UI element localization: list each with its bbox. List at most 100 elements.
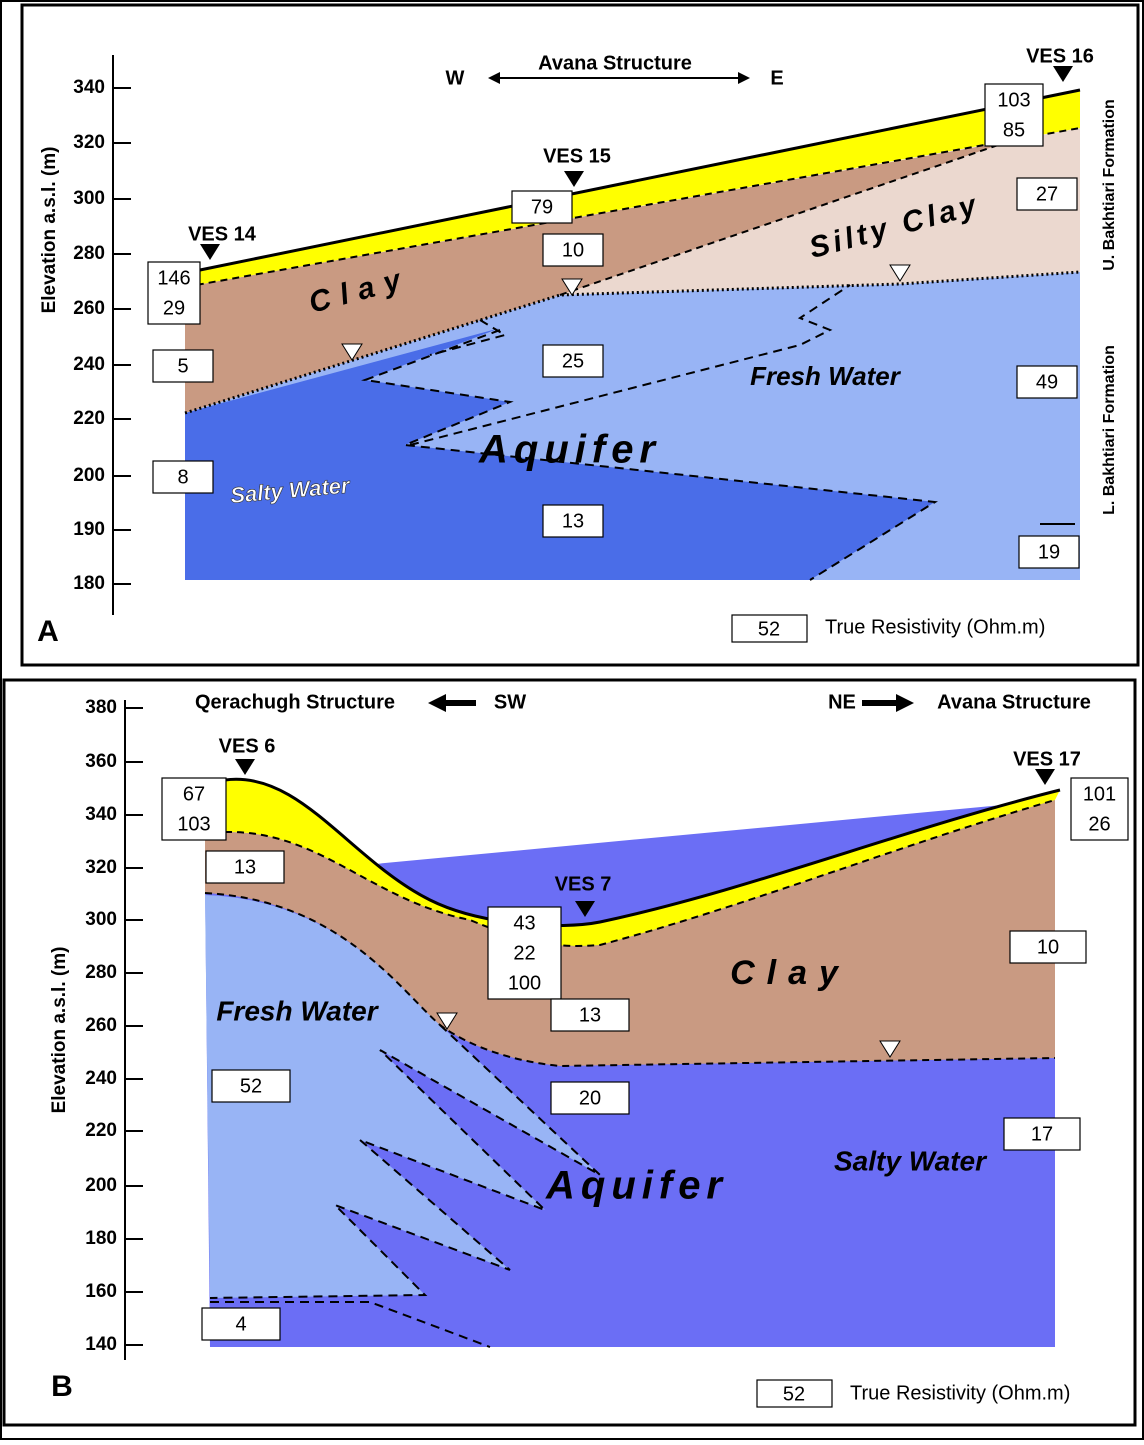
tick-label: 360 bbox=[85, 751, 117, 772]
resistivity-value: 146 bbox=[157, 267, 190, 289]
resistivity-box bbox=[542, 504, 604, 538]
station-marker bbox=[1035, 769, 1055, 785]
resistivity-box bbox=[542, 344, 604, 378]
axis-title: Elevation a.s.l. (m) bbox=[49, 947, 70, 1114]
resistivity-box bbox=[984, 83, 1044, 147]
resistivity-value: 25 bbox=[562, 350, 584, 372]
resistivity-box bbox=[511, 190, 573, 224]
fresh-water-zone bbox=[205, 895, 600, 1298]
resistivity-value: 67 bbox=[183, 783, 205, 805]
panel-frame bbox=[2, 678, 1137, 1427]
tick-label: 280 bbox=[73, 243, 105, 264]
station-label: VES 6 bbox=[219, 735, 276, 757]
clay-zone bbox=[185, 141, 1010, 413]
tick-label: 190 bbox=[73, 519, 105, 540]
unit-label: Fresh Water bbox=[750, 361, 902, 391]
water-level-marker bbox=[889, 264, 911, 282]
resistivity-value: 103 bbox=[997, 89, 1030, 111]
resistivity-box bbox=[1016, 177, 1078, 211]
legend-text: True Resistivity (Ohm.m) bbox=[850, 1382, 1070, 1404]
resistivity-box bbox=[550, 998, 630, 1032]
salty-water-zone bbox=[185, 328, 935, 580]
arrow-head bbox=[488, 72, 500, 84]
formation-label: U. Bakhtiari Formation bbox=[1101, 99, 1118, 271]
tick-label: 320 bbox=[73, 132, 105, 153]
resistivity-box bbox=[1003, 1117, 1081, 1151]
soil-layer bbox=[225, 779, 1060, 946]
direction-label: E bbox=[770, 67, 783, 89]
resistivity-box bbox=[147, 261, 201, 325]
tick-label: 220 bbox=[85, 1120, 117, 1141]
arrow-head bbox=[738, 72, 750, 84]
unit-label: Fresh Water bbox=[216, 995, 379, 1026]
axis-title: Elevation a.s.l. (m) bbox=[39, 147, 60, 314]
water-level-marker bbox=[879, 1040, 901, 1058]
resistivity-value: 43 bbox=[513, 912, 535, 934]
resistivity-value: 27 bbox=[1036, 183, 1058, 205]
tick-label: 340 bbox=[73, 77, 105, 98]
layer-boundary bbox=[559, 140, 1011, 296]
formation-label: L. Bakhtiari Formation bbox=[1101, 345, 1118, 515]
unit-label: Salty Water bbox=[834, 1145, 988, 1176]
unit-label: Aquifer bbox=[545, 1164, 728, 1208]
resistivity-box bbox=[1070, 777, 1129, 841]
silty-clay-zone bbox=[560, 128, 1080, 295]
resistivity-value: 101 bbox=[1083, 783, 1116, 805]
resistivity-value: 13 bbox=[562, 510, 584, 532]
resistivity-box bbox=[211, 1069, 291, 1103]
direction-label: Qerachugh Structure bbox=[195, 691, 395, 713]
station-marker bbox=[1053, 66, 1073, 82]
resistivity-value: 5 bbox=[177, 355, 188, 377]
resistivity-value: 10 bbox=[1037, 936, 1059, 958]
tick-label: 240 bbox=[85, 1068, 117, 1089]
resistivity-value: 20 bbox=[579, 1087, 601, 1109]
station-label: VES 16 bbox=[1026, 45, 1094, 67]
resistivity-value: 29 bbox=[163, 297, 185, 319]
station-marker bbox=[200, 244, 220, 260]
arrow-head bbox=[896, 694, 914, 712]
resistivity-value: 13 bbox=[579, 1004, 601, 1026]
tick-label: 280 bbox=[85, 962, 117, 983]
tick-label: 260 bbox=[85, 1015, 117, 1036]
tick-label: 340 bbox=[85, 804, 117, 825]
arrow-head bbox=[428, 694, 446, 712]
layer-boundary bbox=[184, 127, 1081, 288]
tick-label: 200 bbox=[73, 465, 105, 486]
resistivity-value: 17 bbox=[1031, 1123, 1053, 1145]
resistivity-box bbox=[487, 906, 562, 1000]
resistivity-box bbox=[205, 850, 285, 884]
resistivity-value: 100 bbox=[508, 972, 541, 994]
direction-label: NE bbox=[828, 691, 856, 713]
resistivity-box bbox=[152, 349, 214, 383]
station-marker bbox=[564, 171, 584, 187]
interface bbox=[429, 319, 508, 356]
tick-label: 180 bbox=[73, 573, 105, 594]
resistivity-box bbox=[550, 1081, 630, 1115]
tick-label: 320 bbox=[85, 857, 117, 878]
panel-frame bbox=[20, 3, 1140, 667]
tick-label: 300 bbox=[85, 909, 117, 930]
resistivity-box bbox=[542, 233, 604, 267]
legend-sample: 52 bbox=[758, 618, 780, 640]
unit-label: Clay bbox=[730, 954, 850, 992]
tick-label: 220 bbox=[73, 408, 105, 429]
water-table bbox=[204, 892, 1056, 1068]
resistivity-value: 52 bbox=[240, 1075, 262, 1097]
interface bbox=[409, 284, 851, 446]
water-level-marker bbox=[436, 1012, 458, 1030]
ground-surface bbox=[199, 88, 1081, 272]
legend-box bbox=[756, 1379, 833, 1408]
station-marker bbox=[575, 901, 595, 917]
panel: 340 320 300 280 260 240 220 200 190 180 Elevation … bbox=[37, 45, 1118, 648]
panel-a-section bbox=[184, 72, 1081, 581]
resistivity-box bbox=[1016, 365, 1078, 399]
resistivity-box bbox=[161, 777, 227, 841]
resistivity-value: 22 bbox=[513, 942, 535, 964]
tick-label: 180 bbox=[85, 1228, 117, 1249]
panel-label: A bbox=[37, 615, 59, 648]
tick-label: 160 bbox=[85, 1281, 117, 1302]
panel-b-section bbox=[204, 694, 1061, 1348]
water-table bbox=[184, 270, 1081, 415]
resistivity-box bbox=[1018, 535, 1080, 569]
